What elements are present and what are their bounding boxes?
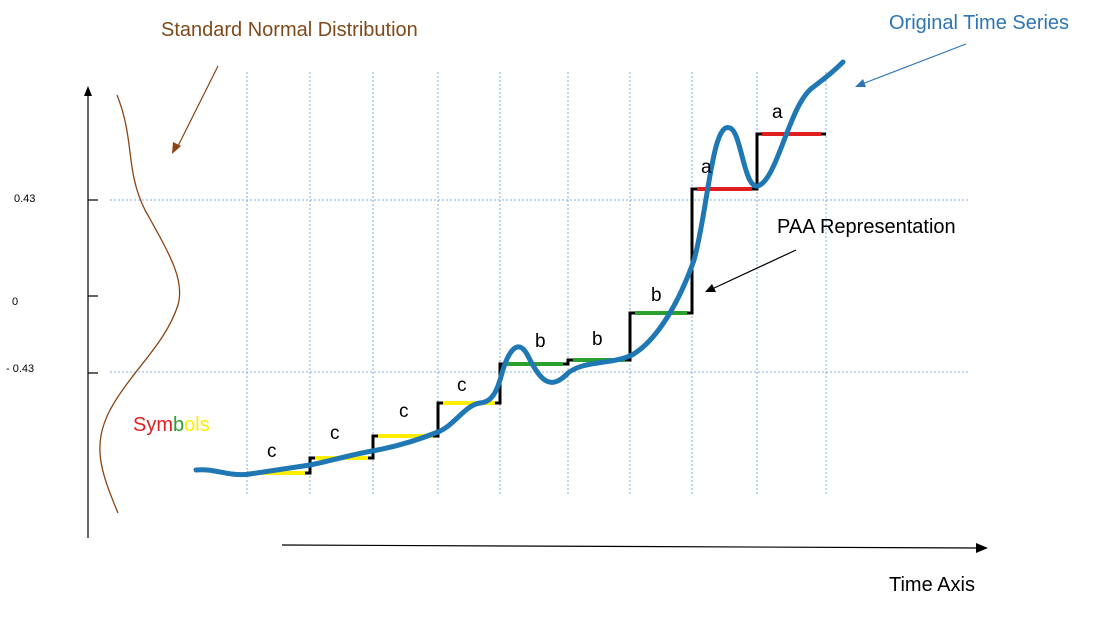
segment-symbol: b [651,285,662,306]
segment-symbol: c [399,401,409,422]
symbols-label-part-yellow: ols [184,414,210,436]
time-axis [281,544,979,549]
segment-symbol: b [592,329,603,350]
segment-symbol: b [535,331,546,352]
time-axis-arrowhead [976,543,988,553]
distribution-pointer-arrowhead [172,142,181,154]
normal-distribution-curve [99,94,181,514]
paa-title: PAA Representation [777,216,956,238]
symbols-label-part-red: Sym [133,414,173,436]
y-axis-arrowhead [84,86,92,96]
distribution-pointer-arrow [175,65,219,151]
segment-symbol: c [457,375,467,396]
paa-pointer-arrow [711,249,797,290]
paa-pointer-arrowhead [705,284,716,292]
y-tick-label-lower: - 0.43 [6,363,35,375]
segment-symbol: c [330,423,340,444]
symbols-label-part-green: b [173,414,185,436]
series-pointer-arrowhead [855,79,866,87]
segment-symbol: c [267,441,277,462]
segment-symbol: a [701,157,712,178]
y-tick-label-zero: 0 [12,296,19,308]
series-pointer-arrow [861,43,967,85]
segment-symbol: a [772,102,783,123]
original-time-series-curve [193,59,846,478]
symbols-label: Symbols [133,415,210,435]
original-series-title: Original Time Series [889,12,1070,34]
normal-distribution-title: Standard Normal Distribution [161,19,418,41]
y-tick-label-upper: 0.43 [14,193,36,205]
time-axis-title: Time Axis [889,574,975,596]
